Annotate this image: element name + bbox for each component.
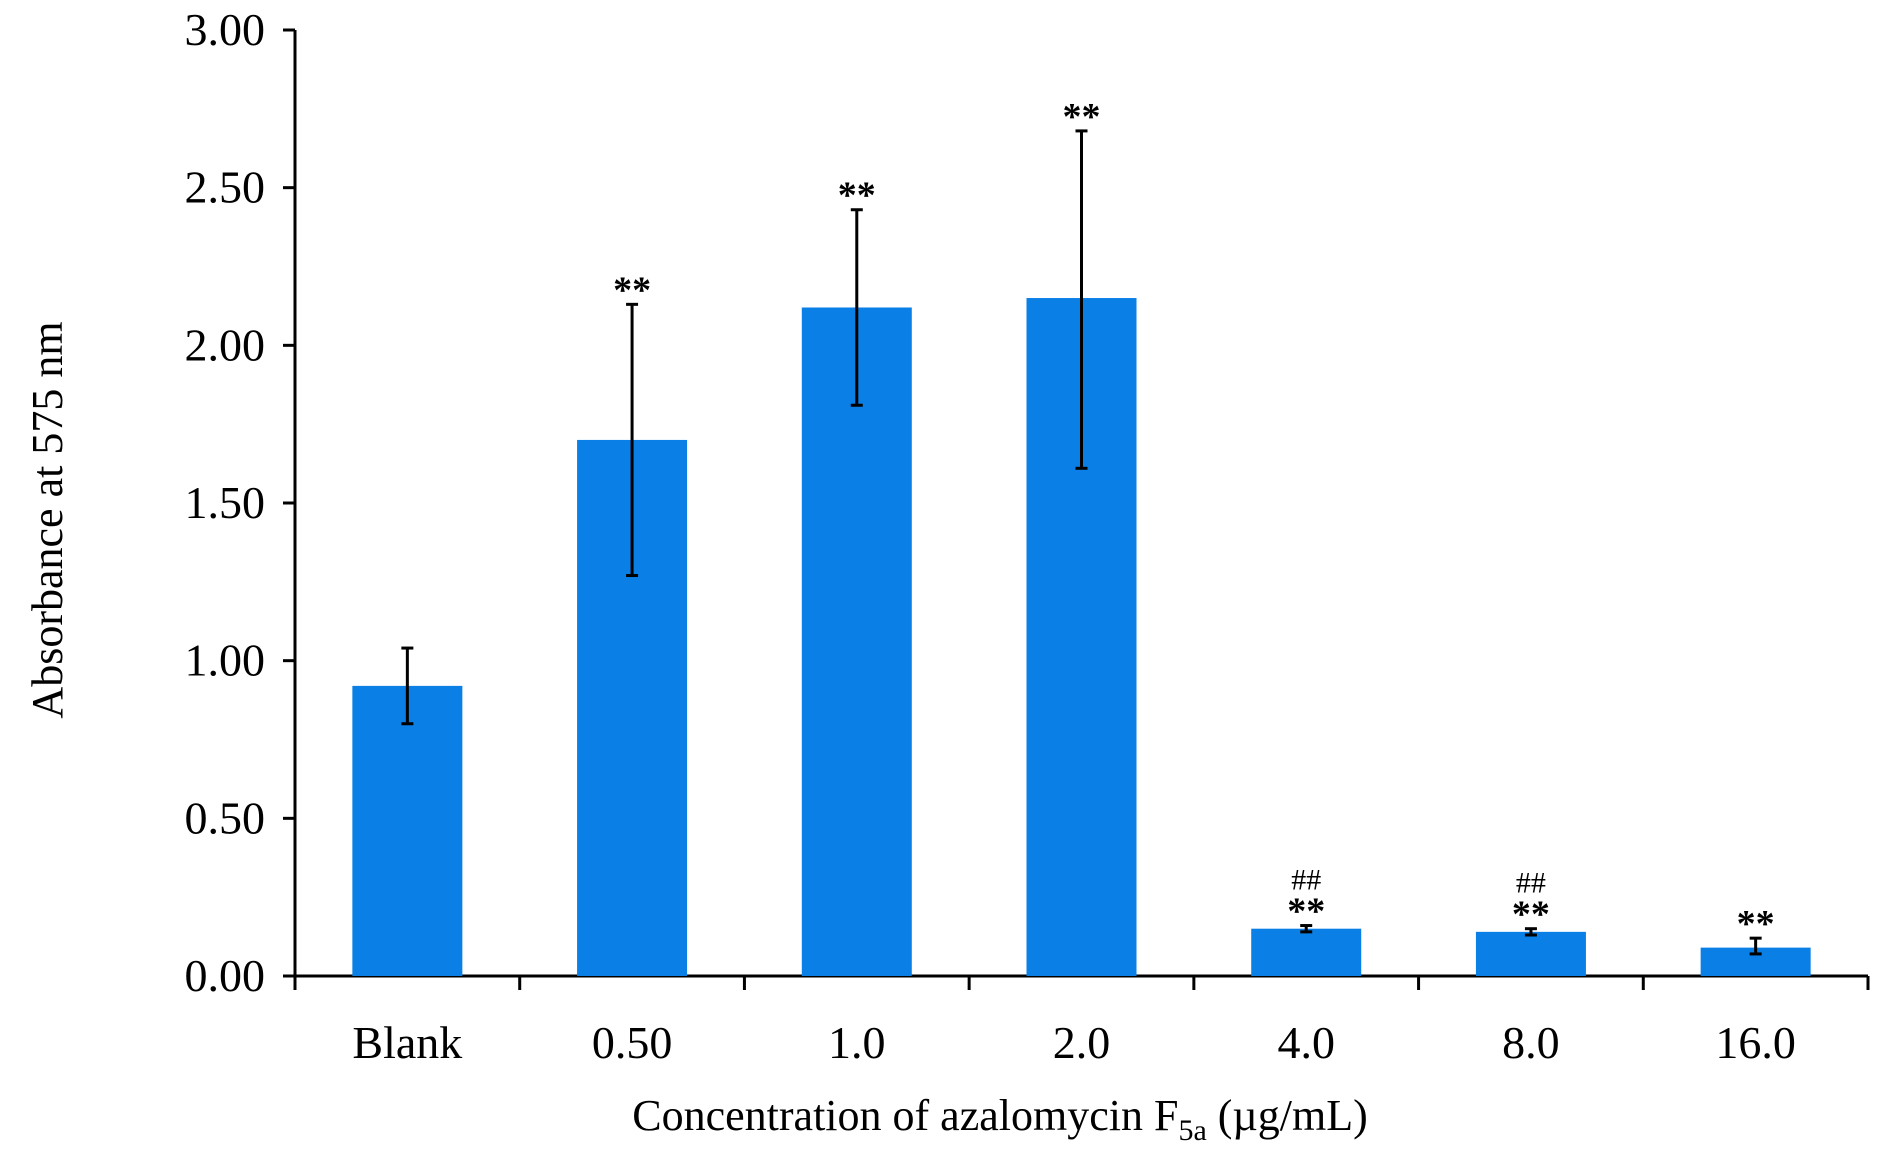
y-tick-label: 1.50	[185, 477, 266, 528]
x-axis-title: Concentration of azalomycin F5a (µg/mL)	[632, 1091, 1368, 1147]
y-axis: 0.00 0.50 1.00 1.50 2.00 2.50 3.00	[185, 4, 297, 1001]
x-axis-title-subscript: 5a	[1178, 1114, 1206, 1147]
significance-labels: ********##**##**	[613, 96, 1775, 945]
bar	[801, 307, 912, 976]
bars	[352, 298, 1811, 976]
x-tick-label: 0.50	[592, 1017, 673, 1068]
significance-label: **	[613, 269, 651, 311]
y-axis-title: Absorbance at 575 nm	[23, 321, 72, 718]
y-tick-label: 1.00	[185, 635, 266, 686]
significance-label: **	[1512, 894, 1550, 936]
y-tick-label: 0.00	[185, 950, 266, 1001]
x-tick-label: 2.0	[1053, 1017, 1111, 1068]
significance-label: **	[1063, 96, 1101, 138]
x-axis-title-prefix: Concentration of azalomycin F	[632, 1091, 1178, 1140]
y-tick-label: 2.50	[185, 162, 266, 213]
x-tick-label: 8.0	[1502, 1017, 1560, 1068]
significance-label: **	[838, 175, 876, 217]
bar	[1251, 928, 1362, 976]
x-tick-label: 16.0	[1715, 1017, 1796, 1068]
y-tick-label: 2.00	[185, 319, 266, 370]
hash-label: ##	[1291, 864, 1321, 897]
hash-label: ##	[1516, 867, 1546, 900]
error-bars	[401, 129, 1762, 956]
x-tick-label: Blank	[352, 1017, 462, 1068]
x-tick-label: 4.0	[1277, 1017, 1335, 1068]
significance-label: **	[1287, 891, 1325, 933]
x-tick-label: 1.0	[828, 1017, 886, 1068]
y-tick-label: 0.50	[185, 792, 266, 843]
x-axis: Blank 0.50 1.0 2.0 4.0 8.0 16.0	[293, 974, 1870, 1068]
significance-label: **	[1737, 903, 1775, 945]
bar	[352, 685, 463, 976]
y-tick-label: 3.00	[185, 4, 266, 55]
x-axis-title-suffix: (µg/mL)	[1207, 1091, 1368, 1140]
bar	[1475, 931, 1586, 976]
